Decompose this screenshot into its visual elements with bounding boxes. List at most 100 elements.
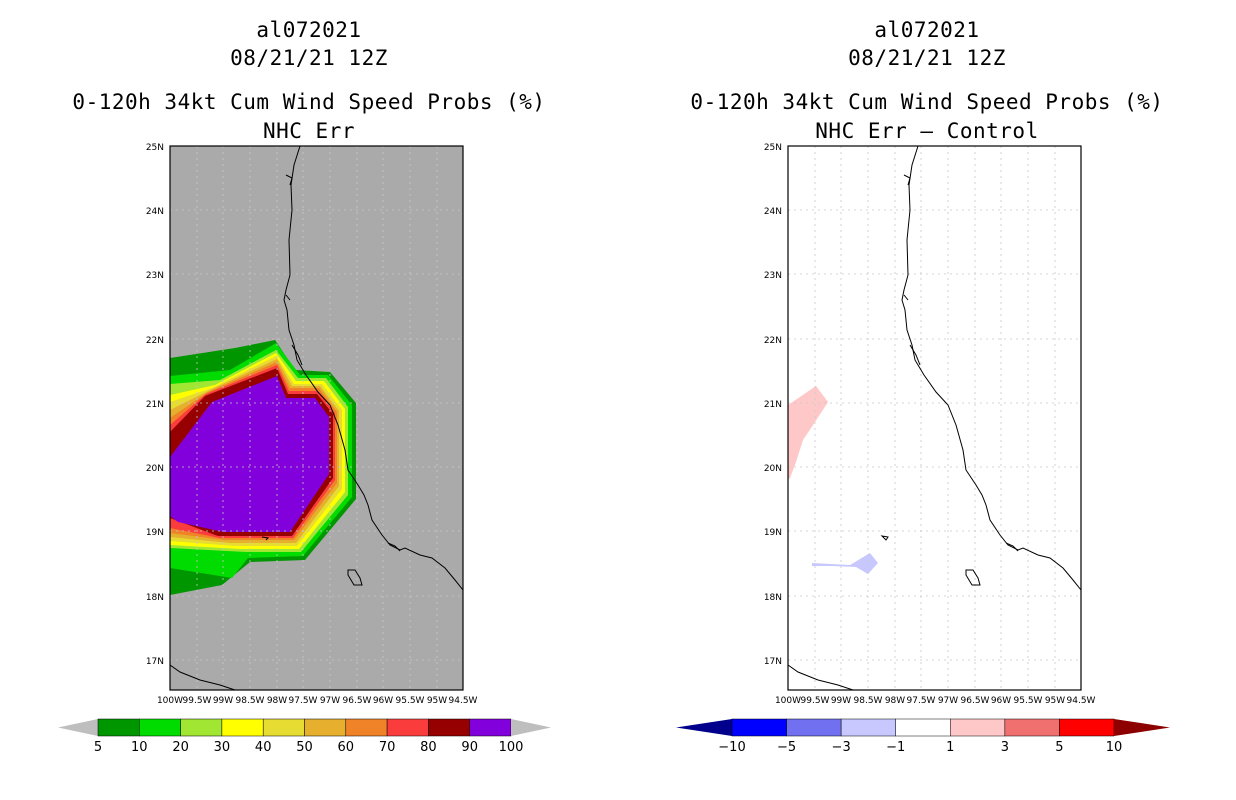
colorbar-segment — [262, 718, 305, 737]
colorbar-label: 10 — [131, 740, 148, 755]
lon-label: 96W — [373, 696, 393, 706]
product-title: 0-120h 34kt Cum Wind Speed Probs (%) — [690, 90, 1164, 114]
colorbar-label: 5 — [94, 740, 102, 755]
lon-label: 95.5W — [396, 696, 425, 706]
lon-label: 99W — [831, 696, 851, 706]
colorbar-segment — [221, 718, 264, 737]
lon-label: 95W — [1045, 696, 1065, 706]
colorbar-label: 90 — [461, 740, 478, 755]
lat-labels: 25N 24N 23N 22N 21N 20N 19N 18N 17N — [764, 143, 782, 667]
map-frame — [169, 145, 464, 691]
colorbar: −10 −5 −3 −1 1 3 5 10 — [676, 718, 1170, 755]
lat-label: 23N — [146, 271, 164, 281]
colorbar-label: 10 — [1106, 740, 1123, 755]
colorbar-label: 40 — [255, 740, 272, 755]
right-map-svg: 25N 24N 23N 22N 21N 20N 19N 18N 17N 100W… — [676, 143, 1170, 755]
lon-label: 98W — [885, 696, 905, 706]
colorbar-label: 100 — [499, 740, 524, 755]
colorbar-segment — [428, 718, 470, 737]
colorbar-label: 5 — [1055, 740, 1063, 755]
lon-label: 98W — [267, 696, 287, 706]
lon-label: 97.5W — [289, 696, 318, 706]
colorbar-end-right — [1114, 719, 1170, 736]
lon-label: 99.5W — [801, 696, 830, 706]
colorbar-segment — [1059, 718, 1115, 737]
colorbar-label: −1 — [886, 740, 905, 755]
lat-label: 24N — [146, 207, 164, 217]
subtitle: NHC Err – Control — [815, 119, 1039, 143]
lat-label: 17N — [764, 657, 782, 667]
colorbar-label: 60 — [338, 740, 355, 755]
colorbar-segment — [786, 718, 842, 737]
datetime-title: 08/21/21 12Z — [848, 46, 1006, 70]
colorbar-segment — [345, 718, 388, 737]
lon-label: 99.5W — [183, 696, 212, 706]
colorbar-segment — [950, 718, 1006, 737]
lon-label: 94.5W — [449, 696, 478, 706]
colorbar-end-left — [58, 719, 98, 736]
colorbar-segment — [1004, 718, 1060, 737]
lat-label: 21N — [764, 400, 782, 410]
colorbar-end-left — [676, 719, 732, 736]
colorbar-label: 1 — [946, 740, 954, 755]
lon-label: 95W — [427, 696, 447, 706]
lat-label: 22N — [146, 336, 164, 346]
lon-label: 98.5W — [854, 696, 883, 706]
colorbar-segment — [840, 718, 896, 737]
lat-label: 24N — [764, 207, 782, 217]
lon-label: 94.5W — [1067, 696, 1096, 706]
colorbar-segment — [386, 718, 429, 737]
storm-id-title: al072021 — [256, 18, 362, 42]
lon-label: 95.5W — [1014, 696, 1043, 706]
colorbar-label: 20 — [172, 740, 189, 755]
colorbar-end-right — [511, 719, 551, 736]
colorbar-segment — [731, 718, 787, 737]
colorbar-label: −5 — [777, 740, 796, 755]
lat-label: 17N — [146, 657, 164, 667]
lon-label: 97.5W — [907, 696, 936, 706]
colorbar-segment — [139, 718, 181, 737]
colorbar-label: 30 — [214, 740, 231, 755]
lat-label: 20N — [764, 464, 782, 474]
lat-label: 22N — [764, 336, 782, 346]
lon-label: 96.5W — [961, 696, 990, 706]
lat-label: 20N — [146, 464, 164, 474]
colorbar-label: −10 — [718, 740, 745, 755]
lat-label: 21N — [146, 400, 164, 410]
lon-label: 100W — [157, 696, 183, 706]
grid-lines — [788, 146, 1081, 690]
colorbar-label: 70 — [379, 740, 396, 755]
lat-label: 25N — [146, 143, 164, 153]
colorbar-segment — [895, 718, 951, 737]
band-100 — [170, 376, 329, 532]
product-title: 0-120h 34kt Cum Wind Speed Probs (%) — [72, 90, 546, 114]
lon-label: 97W — [938, 696, 958, 706]
lon-label: 98.5W — [236, 696, 265, 706]
colorbar-label: 50 — [296, 740, 313, 755]
subtitle: NHC Err — [262, 119, 355, 143]
left-panel: al072021 08/21/21 12Z 0-120h 34kt Cum Wi… — [58, 18, 551, 755]
colorbar-label: 3 — [1001, 740, 1009, 755]
lon-labels: 100W 99.5W 99W 98.5W 98W 97.5W 97W 96.5W… — [157, 696, 478, 706]
colorbar-segment — [97, 718, 140, 737]
lon-label: 97W — [320, 696, 340, 706]
left-map-svg: 25N 24N 23N 22N 21N 20N 19N 18N 17N 100W… — [58, 143, 551, 755]
storm-id-title: al072021 — [874, 18, 980, 42]
colorbar-label: 80 — [420, 740, 437, 755]
lon-labels: 100W 99.5W 99W 98.5W 98W 97.5W 97W 96.5W… — [775, 696, 1096, 706]
lat-labels: 25N 24N 23N 22N 21N 20N 19N 18N 17N — [146, 143, 164, 667]
difference-contours — [788, 386, 878, 574]
coastline — [169, 145, 464, 691]
lat-label: 18N — [764, 593, 782, 603]
map-frame — [787, 145, 1082, 691]
lon-label: 100W — [775, 696, 801, 706]
colorbar: 5 10 20 30 40 50 60 70 80 90 100 — [58, 718, 551, 755]
colorbar-segment — [304, 718, 347, 737]
datetime-title: 08/21/21 12Z — [230, 46, 388, 70]
colorbar-segment — [180, 718, 223, 737]
colorbar-segment — [469, 718, 512, 737]
map-background — [788, 146, 1081, 690]
lon-label: 99W — [213, 696, 233, 706]
lon-label: 96W — [991, 696, 1011, 706]
lat-label: 18N — [146, 593, 164, 603]
